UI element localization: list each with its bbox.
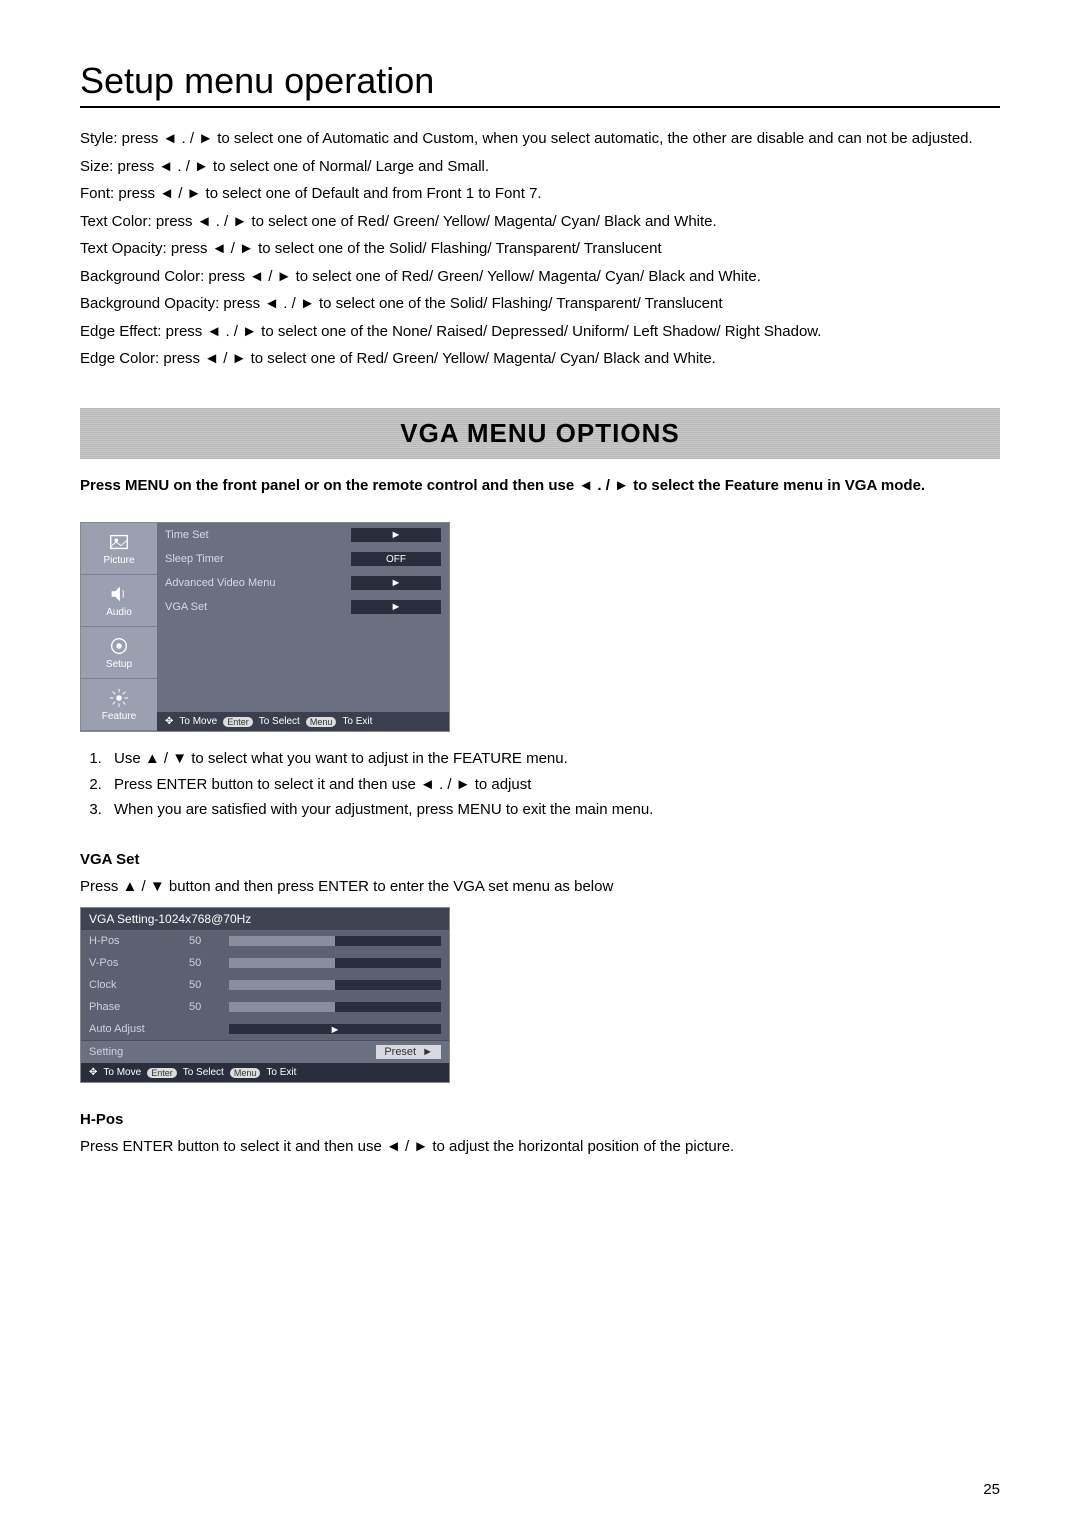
vga-title: VGA Setting-1024x768@70Hz: [81, 908, 449, 930]
vgaset-heading: VGA Set: [80, 851, 1000, 868]
menu-badge: Menu: [230, 1068, 261, 1078]
enter-badge: Enter: [147, 1068, 177, 1078]
arrow-box: ►: [229, 1024, 441, 1034]
arrow-right-icon: ►: [422, 1046, 433, 1058]
row-advvideo: Advanced Video Menu ►: [157, 571, 449, 595]
edgecolor-line: Edge Color: press ◄ / ► to select one of…: [80, 346, 1000, 372]
menu-sidebar: Picture Audio Setup Feature: [81, 523, 157, 731]
audio-icon: [108, 583, 130, 605]
menu-main: Time Set ► Sleep Timer OFF Advanced Vide…: [157, 523, 449, 731]
vga-clock: Clock 50: [81, 974, 449, 996]
press-menu-text: Press MENU on the front panel or on the …: [80, 473, 1000, 499]
slider-bar: [229, 1002, 441, 1012]
vga-footer: ✥ To Move Enter To Select Menu To Exit: [81, 1063, 449, 1082]
enter-badge: Enter: [223, 717, 253, 727]
font-line: Font: press ◄ / ► to select one of Defau…: [80, 181, 1000, 207]
arrow-icon: ►: [351, 600, 441, 614]
vga-banner: VGA MENU OPTIONS: [80, 408, 1000, 459]
bgopacity-line: Background Opacity: press ◄ . / ► to sel…: [80, 291, 1000, 317]
page-number: 25: [983, 1481, 1000, 1498]
slider-bar: [229, 980, 441, 990]
setting-value: Preset►: [376, 1045, 441, 1059]
page-title: Setup menu operation: [80, 60, 1000, 108]
sidebar-feature: Feature: [81, 679, 157, 731]
vga-autoadjust: Auto Adjust ►: [81, 1018, 449, 1040]
menu-footer: ✥ To Move Enter To Select Menu To Exit: [157, 712, 449, 731]
picture-icon: [108, 531, 130, 553]
hpos-heading: H-Pos: [80, 1111, 1000, 1128]
textcolor-line: Text Color: press ◄ . / ► to select one …: [80, 209, 1000, 235]
vgaset-intro: Press ▲ / ▼ button and then press ENTER …: [80, 874, 1000, 900]
edgeeffect-line: Edge Effect: press ◄ . / ► to select one…: [80, 319, 1000, 345]
style-line: Style: press ◄ . / ► to select one of Au…: [80, 126, 1000, 152]
size-line: Size: press ◄ . / ► to select one of Nor…: [80, 154, 1000, 180]
vga-vpos: V-Pos 50: [81, 952, 449, 974]
step-2: Press ENTER button to select it and then…: [106, 772, 1000, 798]
vga-phase: Phase 50: [81, 996, 449, 1018]
slider-bar: [229, 958, 441, 968]
setup-icon: [108, 635, 130, 657]
arrow-icon: ►: [351, 576, 441, 590]
steps-list: Use ▲ / ▼ to select what you want to adj…: [106, 746, 1000, 823]
nav-icon: ✥: [165, 716, 173, 727]
row-vgaset: VGA Set ►: [157, 595, 449, 619]
menu-badge: Menu: [306, 717, 337, 727]
bgcolor-line: Background Color: press ◄ / ► to select …: [80, 264, 1000, 290]
step-3: When you are satisfied with your adjustm…: [106, 797, 1000, 823]
vga-menu-screenshot: VGA Setting-1024x768@70Hz H-Pos 50 V-Pos…: [80, 907, 450, 1083]
nav-icon: ✥: [89, 1067, 97, 1078]
arrow-icon: ►: [351, 528, 441, 542]
row-sleeptimer: Sleep Timer OFF: [157, 547, 449, 571]
feature-menu-screenshot: Picture Audio Setup Feature Time Set ► S…: [80, 522, 450, 732]
vga-setting: Setting Preset►: [81, 1040, 449, 1063]
row-timeset: Time Set ►: [157, 523, 449, 547]
sidebar-picture: Picture: [81, 523, 157, 575]
step-1: Use ▲ / ▼ to select what you want to adj…: [106, 746, 1000, 772]
textopacity-line: Text Opacity: press ◄ / ► to select one …: [80, 236, 1000, 262]
hpos-text: Press ENTER button to select it and then…: [80, 1134, 1000, 1160]
feature-icon: [108, 687, 130, 709]
slider-bar: [229, 936, 441, 946]
sidebar-audio: Audio: [81, 575, 157, 627]
sidebar-setup: Setup: [81, 627, 157, 679]
vga-hpos: H-Pos 50: [81, 930, 449, 952]
